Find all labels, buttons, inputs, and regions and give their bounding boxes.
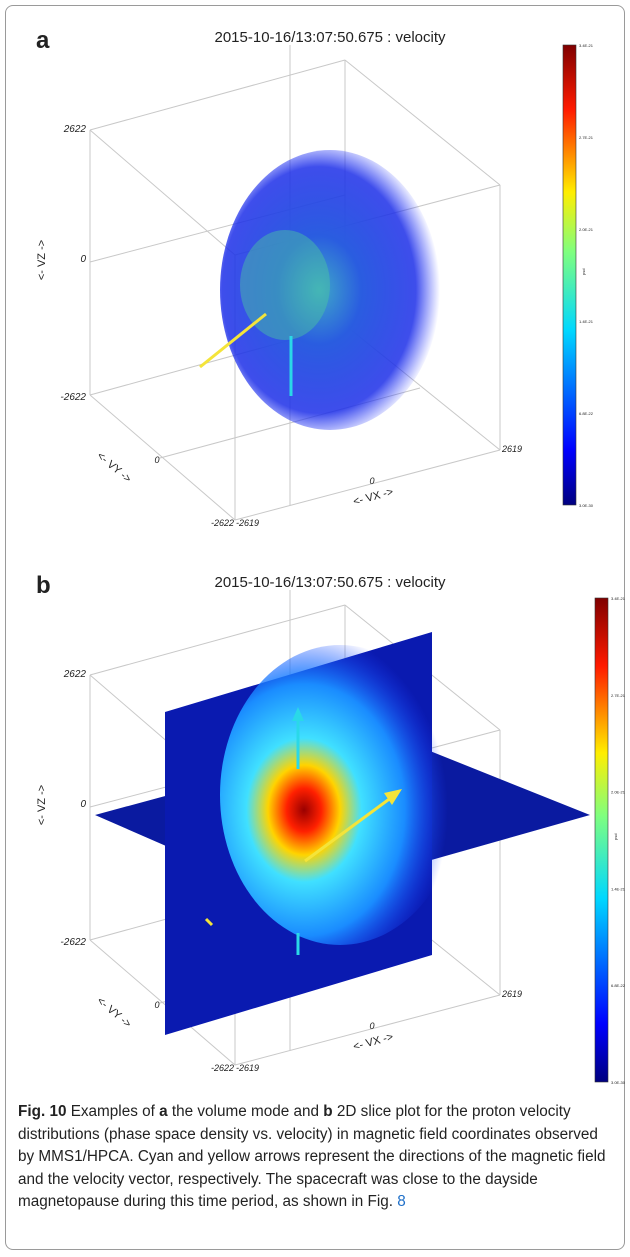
box-edge xyxy=(234,994,501,1066)
box-edge xyxy=(234,449,501,521)
caption-text: the volume mode and xyxy=(167,1103,324,1120)
colorbar-label: psd xyxy=(581,269,586,275)
colorbar-tick-label: 3.0E-30 xyxy=(611,1080,626,1085)
x-tick-label: 2619 xyxy=(501,989,522,999)
colorbar-tick-label: 6.8E-22 xyxy=(579,411,594,416)
box-edge xyxy=(89,604,346,676)
colorbar-tick-label: 1.4E-21 xyxy=(611,886,626,891)
figure-frame xyxy=(5,5,625,1250)
colorbar-tick-label: 2.7E-21 xyxy=(579,135,594,140)
colorbar xyxy=(562,44,577,506)
colorbar xyxy=(594,597,609,1083)
volume-core xyxy=(240,230,330,340)
panel xyxy=(89,590,609,1083)
box-edge xyxy=(344,59,501,186)
velocity-arrowhead xyxy=(384,789,402,805)
panel-title: 2015-10-16/13:07:50.675 : velocity xyxy=(215,29,446,46)
velocity-arrow-tail xyxy=(204,917,214,927)
colorbar-tick-label: 2.7E-21 xyxy=(611,693,626,698)
colorbar-tick-label: 3.4E-21 xyxy=(611,596,626,601)
slice-heat xyxy=(220,645,460,945)
z-tick-label: 2622 xyxy=(63,124,87,135)
x-tick-label: -2619 xyxy=(236,518,259,528)
panel-label: a xyxy=(36,27,50,54)
axis-label: <- VZ -> xyxy=(36,240,48,280)
z-tick-label: 2622 xyxy=(63,669,87,680)
volume-blob xyxy=(220,150,440,430)
colorbar-tick-label: 3.4E-21 xyxy=(579,43,594,48)
colorbar-tick-label: 1.4E-21 xyxy=(579,319,594,324)
axis-label: <- VY -> xyxy=(94,450,133,485)
caption-label: Fig. 10 xyxy=(18,1103,67,1120)
box-edge xyxy=(89,59,346,131)
x-tick-label: 0 xyxy=(369,1021,374,1031)
z-tick-label: 0 xyxy=(80,799,86,810)
panel-ref: a xyxy=(159,1103,168,1120)
figure: 3.4E-21 2.7E-21 2.0E-21 1.4E-21 6.8E-22 3.0E-… xyxy=(36,27,626,1085)
field-arrowhead xyxy=(292,707,304,721)
y-tick-label: 0 xyxy=(154,455,159,465)
axis-label: <- VX -> xyxy=(352,1031,395,1053)
axis-label: <- VX -> xyxy=(352,486,395,508)
x-tick-label: 0 xyxy=(369,476,374,486)
panel-label: b xyxy=(36,572,51,599)
axis-label: <- VZ -> xyxy=(36,785,48,825)
velocity-arrow xyxy=(199,312,267,369)
caption-text: 2D slice plot for the proton velocity di… xyxy=(18,1103,606,1210)
colorbar-label: psd xyxy=(613,834,618,840)
caption-text: Examples of xyxy=(66,1103,160,1120)
colorbar-tick-label: 2.0E-21 xyxy=(611,790,626,795)
z-tick-label: 0 xyxy=(80,254,86,265)
colorbar-tick-label: 3.0E-30 xyxy=(579,503,594,508)
panel-title: 2015-10-16/13:07:50.675 : velocity xyxy=(215,574,446,591)
colorbar-tick-label: 6.8E-22 xyxy=(611,983,626,988)
colorbar-tick-label: 2.0E-21 xyxy=(579,227,594,232)
box-edge xyxy=(89,129,236,256)
x-tick-label: -2619 xyxy=(236,1063,259,1073)
z-tick-label: -2622 xyxy=(60,937,86,948)
velocity-arrow xyxy=(304,795,393,863)
figure-link[interactable]: 8 xyxy=(397,1193,406,1210)
y-tick-label: -2622 xyxy=(211,1063,234,1073)
y-tick-label: 0 xyxy=(154,1000,159,1010)
y-tick-label: -2622 xyxy=(211,518,234,528)
z-tick-label: -2622 xyxy=(60,392,86,403)
panel-ref: b xyxy=(323,1103,333,1120)
x-tick-label: 2619 xyxy=(501,444,522,454)
panel xyxy=(89,44,577,521)
caption: Fig. 10 Examples of a the volume mode an… xyxy=(18,1101,614,1214)
axis-label: <- VY -> xyxy=(94,995,133,1030)
